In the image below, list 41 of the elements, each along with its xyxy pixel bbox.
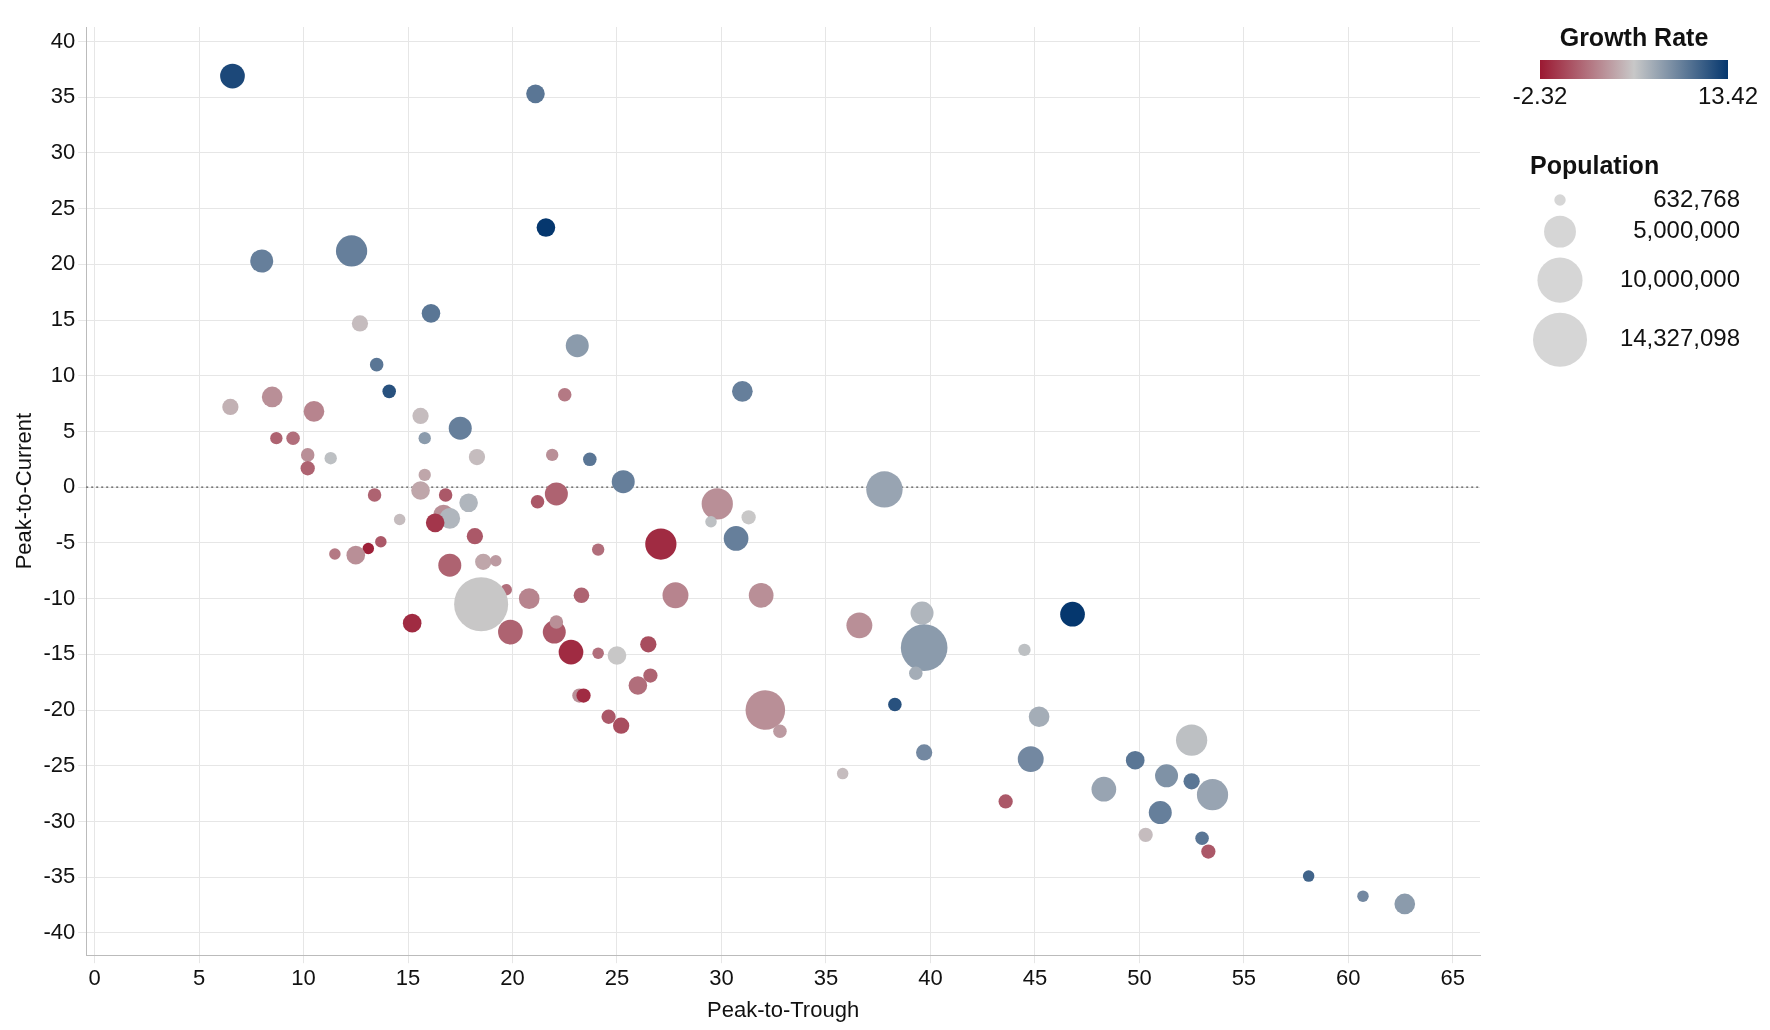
y-tick-label: 15 xyxy=(50,306,76,332)
x-tick-label: 60 xyxy=(1336,965,1361,991)
y-tick-label: -20 xyxy=(43,696,76,722)
color-bar-label: 13.42 xyxy=(1697,81,1759,109)
y-tick-label: 10 xyxy=(50,361,76,387)
x-tick-label: 20 xyxy=(500,965,525,991)
y-tick-label: 40 xyxy=(50,27,76,53)
x-tick-label: 35 xyxy=(813,965,839,991)
legend-label: 14,327,098 xyxy=(1619,324,1740,352)
y-tick-label: -25 xyxy=(43,751,76,777)
x-tick-label: 5 xyxy=(192,965,206,991)
x-axis-title: Peak-to-Trough xyxy=(707,996,860,1022)
x-tick-label: 55 xyxy=(1231,965,1257,991)
legend-label: 5,000,000 xyxy=(1633,216,1740,244)
y-tick-label: 25 xyxy=(50,194,76,220)
x-tick-label: 15 xyxy=(395,965,421,991)
legend-label: 10,000,000 xyxy=(1619,264,1740,292)
y-tick-label: -15 xyxy=(43,640,76,666)
y-tick-label: 35 xyxy=(50,83,76,109)
legend-title: Population xyxy=(1530,151,1660,179)
y-tick-label: 20 xyxy=(50,250,76,276)
x-tick-label: 0 xyxy=(88,965,101,991)
y-axis-title: Peak-to-Current xyxy=(11,412,37,570)
x-tick-label: 25 xyxy=(604,965,630,991)
y-tick-label: -5 xyxy=(55,528,76,554)
y-tick-label: 0 xyxy=(62,473,76,499)
x-tick-label: 40 xyxy=(918,965,943,991)
x-tick-label: 10 xyxy=(291,965,316,991)
y-tick-label: -35 xyxy=(43,863,76,889)
color-bar-label: -2.32 xyxy=(1512,81,1568,109)
x-tick-label: 30 xyxy=(709,965,734,991)
y-tick-label: -30 xyxy=(43,807,76,833)
y-tick-label: 30 xyxy=(50,138,76,164)
y-tick-label: 5 xyxy=(62,417,76,443)
legend-label: 632,768 xyxy=(1653,184,1740,212)
y-tick-label: -40 xyxy=(43,918,76,944)
x-tick-label: 45 xyxy=(1022,965,1048,991)
y-tick-label: -10 xyxy=(43,584,76,610)
x-tick-label: 65 xyxy=(1440,965,1466,991)
color-bar-title: Growth Rate xyxy=(1559,23,1709,51)
x-tick-label: 50 xyxy=(1127,965,1152,991)
